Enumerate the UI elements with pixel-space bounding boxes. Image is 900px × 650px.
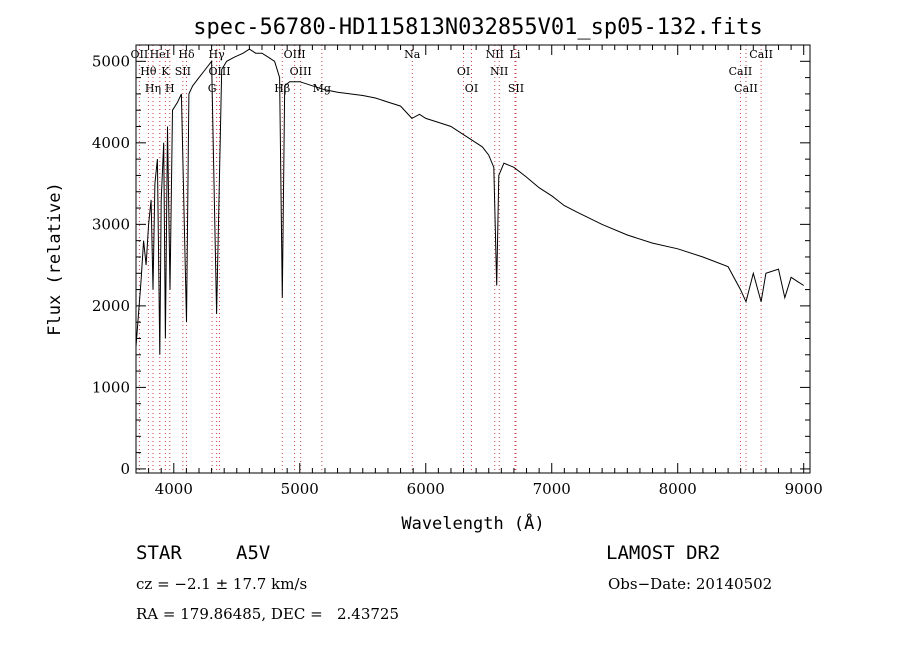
reference-line-label: Hβ: [274, 82, 290, 95]
reference-line-label: OIII: [290, 65, 312, 78]
reference-line-label: SII: [175, 65, 191, 78]
survey-label: LAMOST DR2: [606, 542, 721, 564]
reference-line-label: CaII: [734, 82, 758, 95]
reference-line-label: OII: [131, 48, 149, 61]
y-tick-label: 3000: [92, 215, 130, 233]
y-tick-label: 0: [120, 460, 130, 478]
subclass-label: A5V: [236, 542, 271, 564]
spectrum-series-line: [135, 48, 804, 355]
reference-line-label: OIII: [208, 65, 230, 78]
reference-line-label: CaII: [749, 48, 773, 61]
x-tick-label: 8000: [659, 480, 697, 498]
reference-line-label: OI: [465, 82, 478, 95]
reference-line-label: OI: [457, 65, 470, 78]
x-axis-label: Wavelength (Å): [401, 512, 544, 534]
x-tick-label: 7000: [533, 480, 571, 498]
x-tick-label: 6000: [407, 480, 445, 498]
x-tick-label: 9000: [785, 480, 823, 498]
reference-line-label: NII: [490, 65, 508, 78]
y-tick-label: 4000: [92, 134, 130, 152]
y-tick-label: 2000: [92, 297, 130, 315]
cz-label: cz = −2.1 ± 17.7 km/s: [136, 575, 308, 593]
reference-line-label: Na: [404, 48, 421, 61]
object-type-label: STAR: [136, 542, 182, 564]
x-tick-label: 4000: [155, 480, 193, 498]
reference-line-label: NII: [486, 48, 504, 61]
reference-line-label: HeI: [150, 48, 170, 61]
y-axis-label: Flux (relative): [45, 182, 65, 336]
reference-line-label: Hη: [145, 82, 161, 95]
reference-line-label: Hδ: [178, 48, 195, 61]
reference-line-label: Hγ: [209, 48, 226, 61]
reference-line-label: Li: [510, 48, 521, 61]
reference-line-label: SII: [508, 82, 524, 95]
reference-line-label: K: [161, 65, 170, 78]
y-tick-label: 5000: [92, 52, 130, 70]
plot-frame: [135, 44, 811, 474]
y-tick-label: 1000: [92, 378, 130, 396]
coords-label: RA = 179.86485, DEC = 2.43725: [136, 605, 400, 623]
x-tick-label: 5000: [281, 480, 319, 498]
chart-title: spec-56780-HD115813N032855V01_sp05-132.f…: [193, 15, 763, 40]
reference-line-label: H: [165, 82, 175, 95]
reference-line-label: Hθ: [140, 65, 157, 78]
reference-line-label: CaII: [729, 65, 753, 78]
obs-date-label: Obs−Date: 20140502: [608, 575, 773, 593]
